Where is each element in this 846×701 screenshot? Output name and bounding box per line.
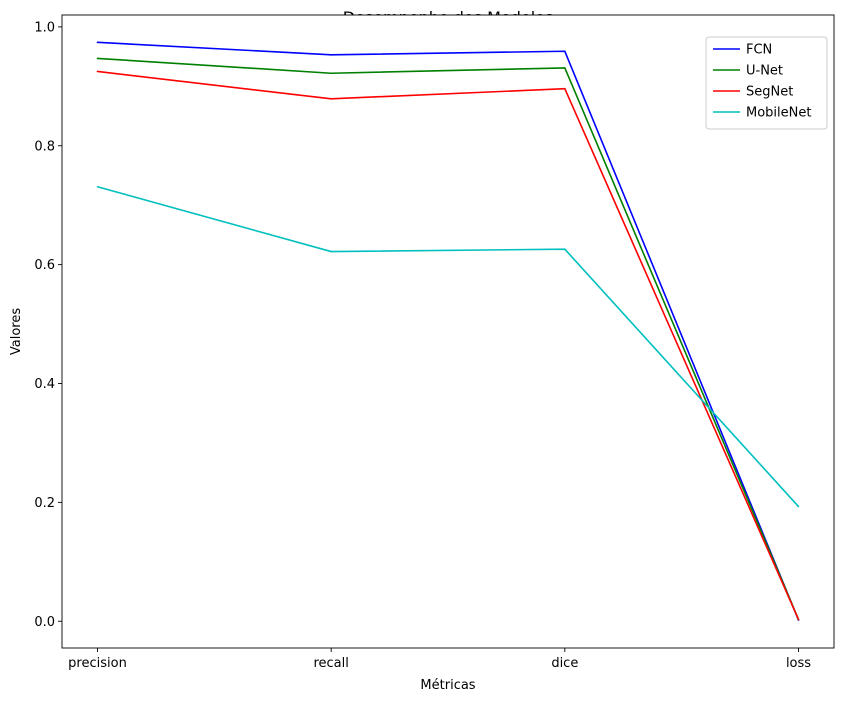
x-tick-label: precision	[68, 656, 127, 671]
y-tick-label: 0.6	[34, 258, 55, 273]
legend-entry: FCN	[746, 43, 772, 58]
data-point	[330, 250, 332, 253]
data-point	[564, 50, 566, 53]
y-axis-label: Valores	[9, 308, 24, 355]
data-point	[330, 54, 332, 56]
axes-layer: 0.0 0.2 0.4 0.6 0.8 1.0 precision recall dice los…	[34, 14, 835, 671]
data-point	[96, 41, 99, 44]
y-tick-label: 0.0	[34, 615, 55, 630]
data-point	[96, 185, 99, 188]
legend-entry: MobileNet	[746, 106, 811, 121]
data-point	[330, 98, 332, 100]
data-point	[797, 618, 800, 621]
series-layer	[96, 41, 800, 621]
data-point	[564, 67, 566, 69]
y-tick-label: 0.8	[34, 139, 55, 154]
series-line-u-net	[97, 57, 800, 620]
plot-area	[62, 15, 834, 648]
legend-box	[705, 36, 828, 130]
x-tick-label: recall	[313, 656, 348, 671]
x-tick-label: loss	[786, 656, 811, 671]
axes-frame	[61, 14, 835, 649]
series-line-segnet	[97, 70, 800, 620]
legend-entry: SegNet	[746, 85, 793, 100]
y-tick-label: 1.0	[34, 20, 55, 35]
data-point	[797, 505, 800, 508]
legend: FCN U-Net SegNet MobileNet	[705, 36, 828, 130]
y-tick-label: 0.2	[34, 496, 55, 511]
data-point	[96, 70, 99, 73]
x-axis-label: Métricas	[420, 678, 475, 693]
data-point	[564, 87, 566, 90]
x-tick-label: dice	[551, 656, 578, 671]
series-line-fcn	[97, 41, 800, 621]
legend-entry: U-Net	[746, 64, 783, 79]
data-point	[96, 57, 99, 60]
series-line-mobilenet	[97, 185, 800, 508]
data-point	[564, 248, 566, 250]
y-tick-label: 0.4	[34, 377, 55, 392]
data-point	[330, 72, 332, 75]
